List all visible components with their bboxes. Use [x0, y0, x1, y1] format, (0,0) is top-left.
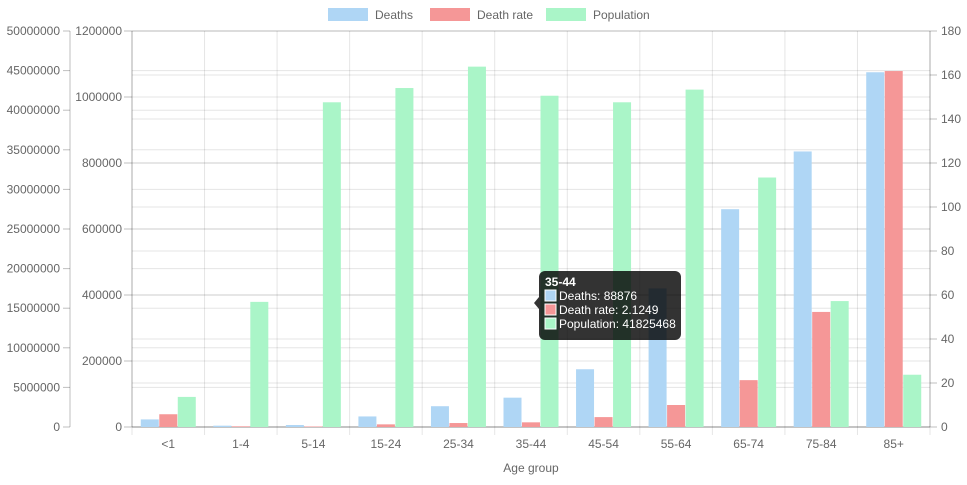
bars: [140, 66, 922, 428]
left-inner-tick-label: 1000000: [75, 90, 122, 104]
tooltip-swatch: [544, 303, 557, 316]
left-inner-tick-label: 400000: [82, 288, 122, 302]
tooltip-line: Deaths: 88876: [559, 289, 637, 303]
population-bar[interactable]: [467, 66, 486, 427]
legend[interactable]: Deaths Death rate Population: [328, 8, 650, 22]
legend-swatch: [546, 8, 586, 21]
population-bar[interactable]: [250, 301, 269, 427]
right-tick-label: 120: [941, 156, 961, 170]
tooltip-box: [539, 271, 681, 340]
population-bar[interactable]: [540, 95, 559, 427]
right-tick-label: 20: [941, 376, 955, 390]
right-tick-label: 140: [941, 112, 961, 126]
tooltip-line: Death rate: 2.1249: [559, 303, 659, 317]
population-bar[interactable]: [177, 396, 196, 427]
death-rate-bar[interactable]: [449, 423, 468, 427]
legend-item-population[interactable]: Population: [546, 8, 650, 22]
death-rate-bar[interactable]: [739, 380, 758, 427]
tooltip-swatch: [544, 289, 557, 302]
x-tick-label: 35-44: [516, 437, 547, 451]
tooltip-caret: [534, 297, 539, 309]
x-tick-label: 5-14: [301, 437, 325, 451]
axes: 0500000010000000150000002000000025000000…: [7, 24, 962, 451]
deaths-bar[interactable]: [793, 151, 812, 427]
death-rate-bar[interactable]: [376, 424, 395, 427]
deaths-bar[interactable]: [576, 369, 595, 427]
left-outer-tick-label: 20000000: [7, 262, 61, 276]
death-rate-bar[interactable]: [884, 71, 903, 427]
right-tick-label: 0: [941, 420, 948, 434]
legend-label: Death rate: [477, 8, 533, 22]
left-outer-tick-label: 25000000: [7, 222, 61, 236]
deaths-bar[interactable]: [358, 416, 377, 427]
legend-label: Deaths: [375, 8, 413, 22]
tooltip-swatch: [544, 317, 557, 330]
right-tick-label: 60: [941, 288, 955, 302]
population-bar[interactable]: [903, 374, 922, 427]
death-rate-bar[interactable]: [594, 417, 613, 427]
deaths-bar[interactable]: [213, 425, 232, 427]
deaths-bar[interactable]: [430, 406, 449, 427]
left-outer-tick-label: 5000000: [13, 380, 60, 394]
population-bar[interactable]: [395, 88, 414, 428]
legend-label: Population: [593, 8, 650, 22]
x-axis-title: Age group: [503, 461, 559, 475]
death-rate-bar[interactable]: [812, 311, 831, 427]
legend-swatch: [430, 8, 470, 21]
left-inner-tick-label: 1200000: [75, 24, 122, 38]
population-bar[interactable]: [322, 102, 341, 427]
x-tick-label: 75-84: [806, 437, 837, 451]
legend-item-death-rate[interactable]: Death rate: [430, 8, 533, 22]
deaths-bar[interactable]: [285, 425, 304, 427]
left-outer-tick-label: 30000000: [7, 182, 61, 196]
x-tick-label: <1: [161, 437, 175, 451]
population-bar[interactable]: [613, 102, 632, 427]
right-tick-label: 100: [941, 200, 961, 214]
left-inner-tick-label: 0: [115, 420, 122, 434]
x-tick-label: 45-54: [588, 437, 619, 451]
right-tick-label: 40: [941, 332, 955, 346]
left-inner-tick-label: 200000: [82, 354, 122, 368]
population-bar[interactable]: [685, 89, 704, 427]
x-tick-label: 15-24: [371, 437, 402, 451]
left-outer-tick-label: 45000000: [7, 64, 61, 78]
x-tick-label: 1-4: [232, 437, 250, 451]
x-tick-label: 55-64: [661, 437, 692, 451]
x-tick-label: 25-34: [443, 437, 474, 451]
left-outer-tick-label: 15000000: [7, 301, 61, 315]
right-tick-label: 80: [941, 244, 955, 258]
deaths-bar[interactable]: [721, 209, 740, 427]
right-tick-label: 160: [941, 68, 961, 82]
left-outer-tick-label: 35000000: [7, 143, 61, 157]
tooltip-title: 35-44: [545, 275, 576, 289]
left-inner-tick-label: 600000: [82, 222, 122, 236]
left-outer-tick-label: 40000000: [7, 103, 61, 117]
left-outer-tick-label: 50000000: [7, 24, 61, 38]
left-outer-tick-label: 10000000: [7, 341, 61, 355]
x-tick-label: 65-74: [733, 437, 764, 451]
death-rate-bar[interactable]: [667, 405, 686, 427]
deaths-bar[interactable]: [503, 397, 522, 427]
tooltip-line: Population: 41825468: [559, 317, 676, 331]
death-rate-bar[interactable]: [304, 426, 323, 428]
death-rate-bar[interactable]: [522, 422, 540, 427]
death-rate-bar[interactable]: [159, 414, 178, 427]
deaths-bar[interactable]: [866, 72, 885, 427]
population-bar[interactable]: [758, 177, 777, 427]
x-tick-label: 85+: [884, 437, 904, 451]
population-bar[interactable]: [830, 301, 849, 427]
death-rate-bar[interactable]: [231, 426, 250, 427]
left-outer-tick-label: 0: [53, 420, 60, 434]
right-tick-label: 180: [941, 24, 961, 38]
legend-item-deaths[interactable]: Deaths: [328, 8, 413, 22]
legend-swatch: [328, 8, 368, 21]
left-inner-tick-label: 800000: [82, 156, 122, 170]
deaths-bar[interactable]: [140, 419, 159, 427]
